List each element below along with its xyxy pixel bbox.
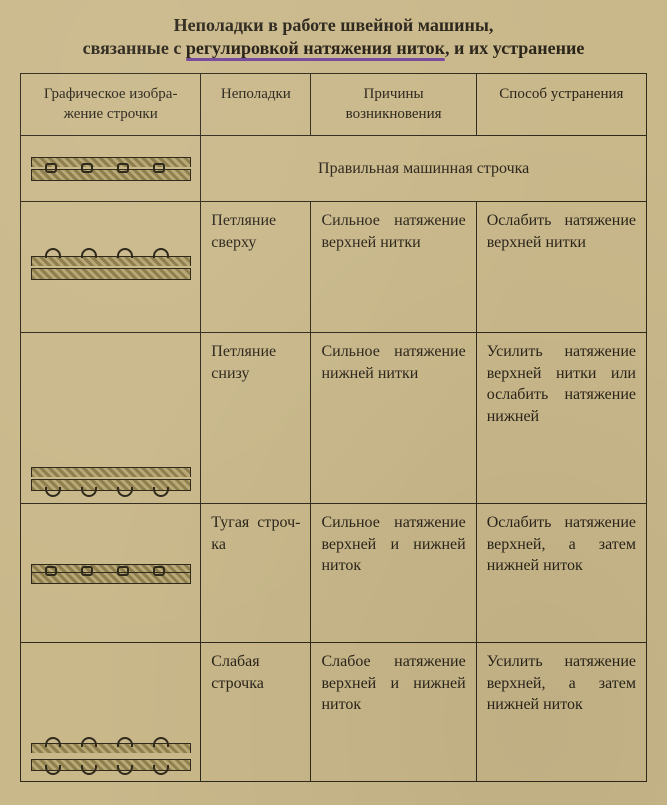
title-line2c: , и их устранение	[445, 38, 584, 58]
cell-graphic	[21, 135, 201, 202]
cell-graphic	[21, 504, 201, 643]
stitch-diagram-correct	[31, 153, 191, 183]
thread-loop-icon	[117, 487, 133, 497]
title-line1: Неполадки в работе швейной машины,	[174, 15, 494, 35]
cell-correct-label: Правильная машинная строчка	[201, 135, 647, 202]
thread-loop-icon	[45, 765, 61, 775]
ink-underline	[186, 58, 445, 61]
table-header-row: Графическое изобра­жение строчки Неполад…	[21, 74, 647, 136]
thread-loop-icon	[45, 737, 61, 747]
cell-fix: Ослабить натя­жение верх­ней нитки	[476, 202, 646, 333]
thread-loop-icon	[81, 248, 97, 258]
cell-cause: Сильное натя­жение ниж­ней нитки	[311, 333, 476, 504]
cell-fix: Усилить натя­жение верх­ней, а затем ниж…	[476, 643, 646, 782]
stitch-diagram-loose	[31, 741, 191, 771]
thread-loop-icon	[117, 737, 133, 747]
cell-fault: Тугая строч­ка	[201, 504, 311, 643]
thread-loop-icon	[45, 487, 61, 497]
cell-cause: Сильное натя­жение верх­ней нитки	[311, 202, 476, 333]
page-title: Неполадки в работе швейной машины, связа…	[20, 14, 647, 59]
thread-loop-icon	[81, 765, 97, 775]
table-row: Петляние снизу Сильное натя­жение ниж­не…	[21, 333, 647, 504]
title-line2b: регулировкой натяжения ниток	[186, 38, 445, 58]
col-header-cause: Причины возникновения	[311, 74, 476, 136]
stitch-diagram-loop-top	[31, 252, 191, 282]
col-header-fix: Способ устранения	[476, 74, 646, 136]
cell-fault: Петляние снизу	[201, 333, 311, 504]
col-header-fault: Неполадки	[201, 74, 311, 136]
title-line2a: связанные с	[83, 38, 186, 58]
cell-graphic	[21, 333, 201, 504]
table-row: Правильная машинная строчка	[21, 135, 647, 202]
cell-fault: Слабая строч­ка	[201, 643, 311, 782]
stitch-lock	[81, 163, 93, 173]
faults-table: Графическое изобра­жение строчки Неполад…	[20, 73, 647, 782]
thread-loop-icon	[153, 487, 169, 497]
table-row: Тугая строч­ка Сильное натя­жение верх­н…	[21, 504, 647, 643]
cell-graphic	[21, 202, 201, 333]
stitch-lock	[153, 163, 165, 173]
thread-loop-icon	[153, 737, 169, 747]
fabric-layer	[31, 268, 191, 280]
stitch-lock	[117, 566, 129, 576]
cell-fix: Ослабить натя­жение верх­ней, а затем ни…	[476, 504, 646, 643]
table-row: Слабая строч­ка Слабое натя­жение верх­н…	[21, 643, 647, 782]
thread-loop-icon	[81, 737, 97, 747]
table-row: Петляние сверху Сильное натя­жение верх­…	[21, 202, 647, 333]
cell-fault: Петляние сверху	[201, 202, 311, 333]
cell-fix: Усилить натя­жение верх­ней нитки или ос…	[476, 333, 646, 504]
col-header-graphic: Графическое изобра­жение строчки	[21, 74, 201, 136]
title-underlined: регулировкой натяжения ниток	[186, 37, 445, 60]
thread-loop-icon	[45, 248, 61, 258]
cell-graphic	[21, 643, 201, 782]
stitch-diagram-loop-bottom	[31, 463, 191, 493]
thread-loop-icon	[117, 248, 133, 258]
thread-loop-icon	[153, 248, 169, 258]
stitch-lock	[45, 163, 57, 173]
thread-loop-icon	[153, 765, 169, 775]
thread-loop-icon	[81, 487, 97, 497]
thread-loop-icon	[117, 765, 133, 775]
cell-cause: Сильное натя­жение верх­ней и ниж­ней ни…	[311, 504, 476, 643]
cell-cause: Слабое натя­жение верх­ней и ниж­ней нит…	[311, 643, 476, 782]
stitch-lock	[81, 566, 93, 576]
stitch-lock	[153, 566, 165, 576]
stitch-diagram-tight	[31, 558, 191, 588]
stitch-lock	[45, 566, 57, 576]
stitch-lock	[117, 163, 129, 173]
